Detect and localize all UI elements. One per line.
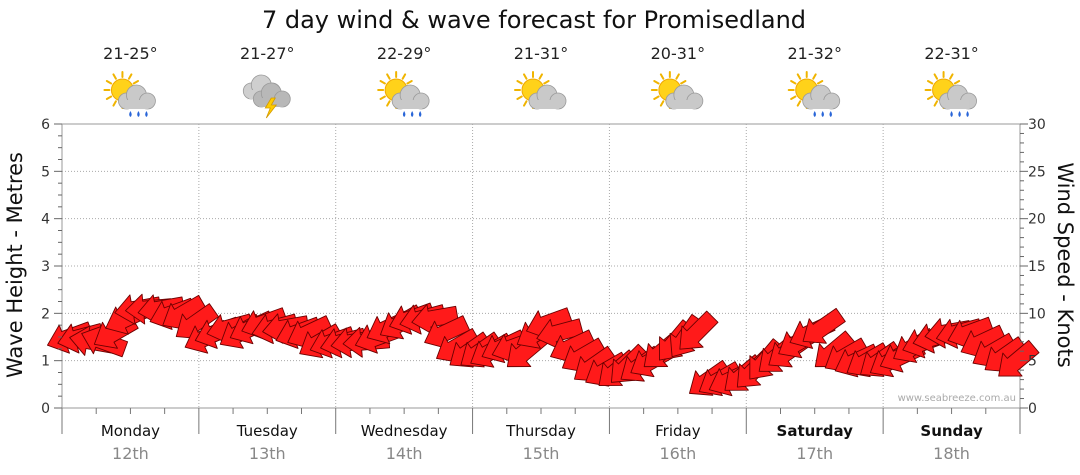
- x-day-label: Sunday: [920, 422, 983, 440]
- day-temp-range: 21-25°: [103, 44, 158, 63]
- storm-cloud-icon: [242, 74, 291, 119]
- y-right-tick-label: 25: [1028, 164, 1046, 180]
- y-right-tick-label: 20: [1028, 212, 1046, 228]
- y-axis-right-label: Wind Speed - Knots: [1053, 162, 1077, 367]
- wind-arrow: [802, 307, 846, 344]
- x-date-label: 15th: [523, 444, 560, 463]
- y-left-tick-label: 1: [41, 354, 50, 370]
- wind-arrow: [679, 310, 719, 350]
- chart-title: 7 day wind & wave forecast for Promisedl…: [262, 6, 806, 34]
- y-right-tick-label: 30: [1028, 117, 1046, 133]
- x-day-label: Monday: [101, 422, 160, 440]
- wind-arrow: [998, 339, 1040, 377]
- x-day-label: Saturday: [777, 422, 854, 440]
- x-date-label: 14th: [386, 444, 423, 463]
- y-left-tick-label: 0: [41, 401, 50, 417]
- day-temp-range: 22-31°: [924, 44, 979, 63]
- day-temp-range: 21-32°: [787, 44, 842, 63]
- sun-cloud-icon: [650, 71, 704, 110]
- x-date-label: 18th: [933, 444, 970, 463]
- y-left-tick-label: 4: [41, 212, 50, 228]
- wind-arrow: [536, 318, 584, 349]
- day-temp-range: 20-31°: [651, 44, 706, 63]
- sun-cloud-icon: [514, 71, 567, 110]
- y-left-tick-label: 3: [41, 259, 50, 275]
- y-axis-left-label: Wave Height - Metres: [3, 152, 27, 378]
- y-left-tick-label: 6: [41, 117, 50, 133]
- day-temp-range: 21-27°: [240, 44, 295, 63]
- y-right-tick-label: 5: [1028, 354, 1037, 370]
- y-right-tick-label: 0: [1028, 401, 1037, 417]
- day-forecast-headers: 21-25° 21-27° 22-29° 21-31° 20-31° 21-32° 22-3…: [103, 44, 979, 119]
- day-temp-range: 22-29°: [377, 44, 432, 63]
- x-date-label: 16th: [659, 444, 696, 463]
- x-date-label: 13th: [249, 444, 286, 463]
- x-day-label: Tuesday: [236, 422, 298, 440]
- x-date-label: 12th: [112, 444, 149, 463]
- sun-cloud-rain-icon: [924, 71, 977, 117]
- y-left-tick-label: 2: [41, 306, 50, 322]
- x-date-label: 17th: [796, 444, 833, 463]
- x-day-label: Wednesday: [361, 422, 448, 440]
- credit-text: www.seabreeze.com.au: [898, 393, 1016, 404]
- sun-cloud-rain-icon: [103, 71, 156, 117]
- sun-cloud-rain-icon: [787, 71, 841, 117]
- sun-cloud-rain-icon: [377, 71, 430, 117]
- y-right-tick-label: 15: [1028, 259, 1046, 275]
- day-temp-range: 21-31°: [514, 44, 569, 63]
- y-right-tick-label: 10: [1028, 306, 1046, 322]
- axes: 0 1 2 3 4 5 6 0 5 10 15 20 25 30 Monday 12th Tuesday 13th…: [41, 117, 1046, 463]
- wind-arrows: [46, 293, 1040, 397]
- x-day-label: Friday: [655, 422, 701, 440]
- x-day-label: Thursday: [505, 422, 576, 440]
- y-left-tick-label: 5: [41, 164, 50, 180]
